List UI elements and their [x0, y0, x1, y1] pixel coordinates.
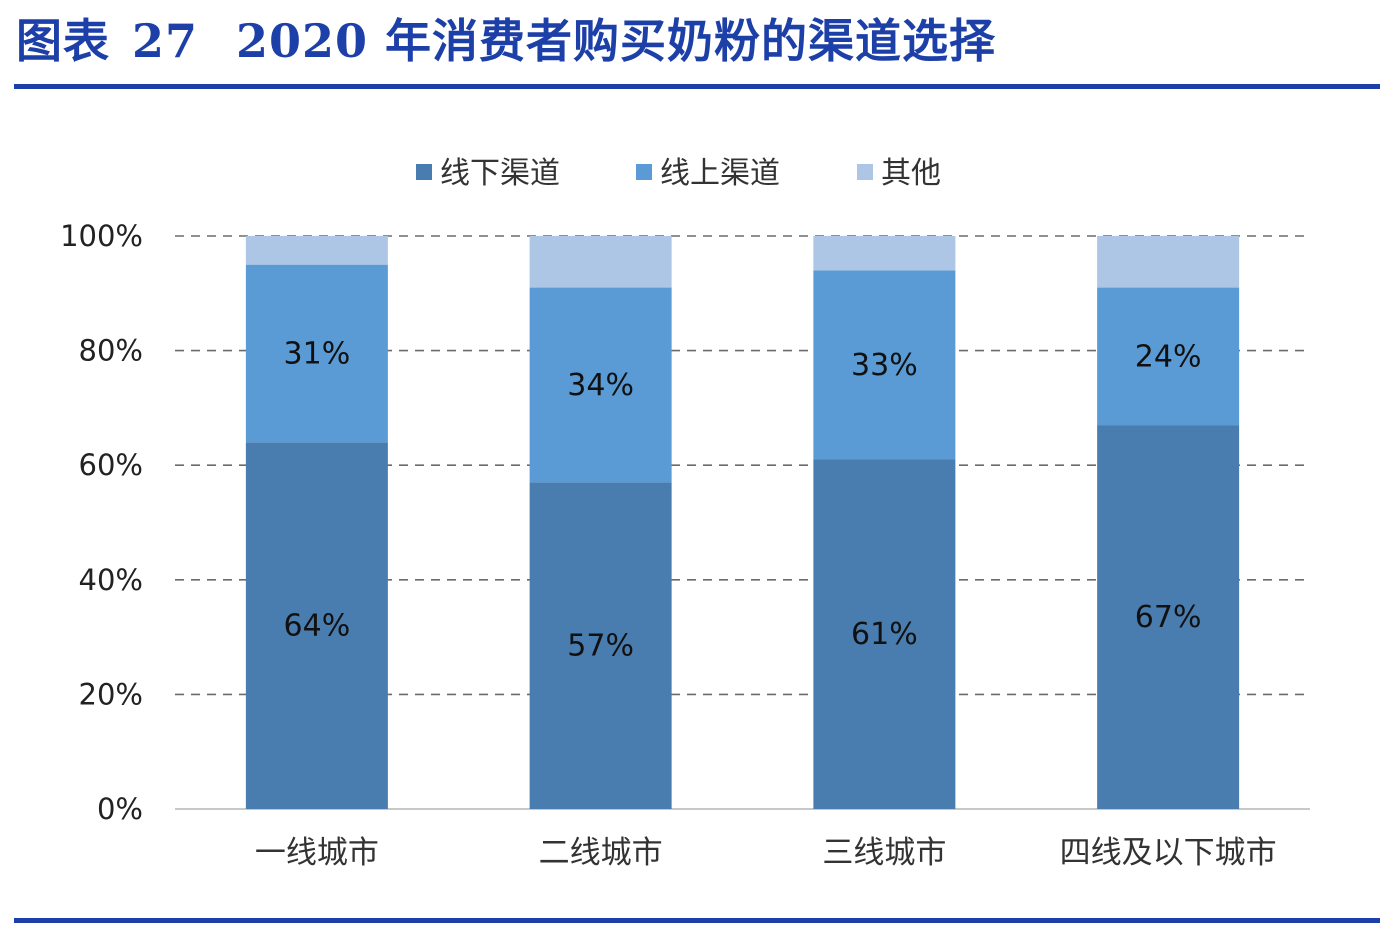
figure-label: 图表 [16, 14, 110, 68]
x-category-label: 四线及以下城市 [1060, 835, 1277, 871]
figure-number: 27 [132, 14, 199, 68]
legend-label: 其他 [881, 156, 941, 191]
x-axis: 一线城市 二线城市 三线城市 四线及以下城市 [255, 835, 1277, 871]
bar-segment [529, 287, 672, 483]
x-category-label: 一线城市 [255, 835, 379, 871]
data-label: 64% [284, 609, 351, 644]
y-tick-label: 20% [79, 677, 143, 711]
bar-segment [529, 236, 672, 288]
data-label: 34% [567, 368, 634, 403]
legend-label: 线下渠道 [440, 156, 560, 191]
data-label: 67% [1135, 600, 1202, 635]
data-label: 24% [1135, 339, 1202, 374]
legend-swatch [416, 164, 432, 180]
legend-label: 线上渠道 [660, 156, 780, 191]
figure-title: 图表 27 2020 年消费者购买奶粉的渠道选择 [16, 4, 996, 78]
data-label: 57% [567, 629, 634, 664]
y-tick-label: 0% [97, 792, 143, 826]
data-label: 61% [851, 617, 918, 652]
bar-segment [245, 442, 388, 809]
figure-title-text: 2020 年消费者购买奶粉的渠道选择 [236, 14, 997, 68]
x-category-label: 二线城市 [539, 835, 663, 871]
bar-segment [813, 236, 956, 271]
bottom-divider [14, 918, 1380, 923]
bar-segment [529, 482, 672, 809]
data-label: 33% [851, 348, 918, 383]
bar-segment [813, 270, 956, 460]
y-tick-label: 40% [79, 563, 143, 597]
y-tick-label: 60% [79, 448, 143, 482]
top-divider [14, 84, 1380, 89]
y-axis: 0% 20% 40% 60% 80% 100% [60, 219, 143, 826]
y-tick-label: 80% [79, 334, 143, 368]
bar-segment [813, 459, 956, 809]
bar-segment [1097, 425, 1240, 809]
legend-swatch [636, 164, 652, 180]
legend: 线下渠道 线上渠道 其他 [416, 156, 941, 191]
bar-segment [1097, 287, 1240, 426]
legend-swatch [857, 164, 873, 180]
bars: 64% 31% 57% 34% 61% 33% 67% 24% [245, 236, 1240, 809]
bar-segment [1097, 236, 1240, 288]
y-tick-label: 100% [60, 219, 143, 253]
data-label: 31% [284, 336, 351, 371]
bar-segment [245, 236, 388, 265]
x-category-label: 三线城市 [822, 835, 946, 871]
bar-segment [245, 264, 388, 443]
